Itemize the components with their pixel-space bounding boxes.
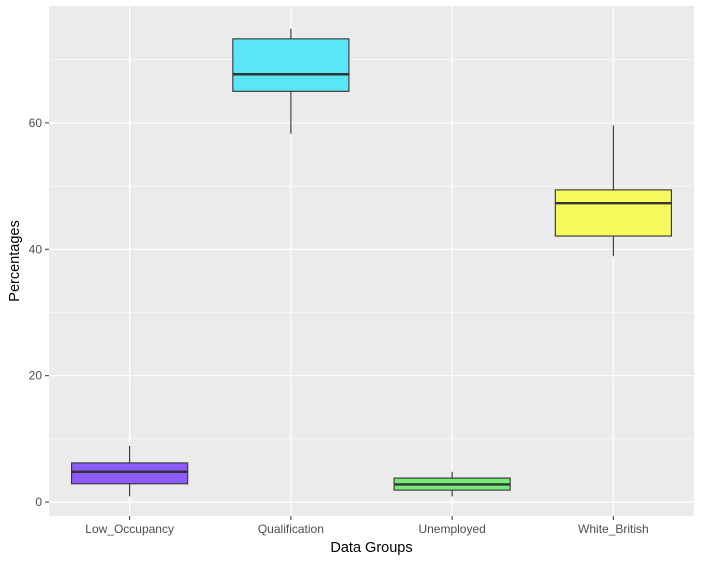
x-tick-label: White_British: [578, 522, 649, 536]
y-axis-title: Percentages: [7, 220, 23, 301]
x-tick-label: Low_Occupancy: [85, 522, 174, 536]
x-tick-label: Qualification: [258, 522, 324, 536]
y-tick-label: 60: [29, 116, 43, 130]
interquartile-box: [71, 462, 189, 485]
x-tick-label: Unemployed: [418, 522, 485, 536]
box-low-occupancy: [71, 445, 189, 497]
boxes: [71, 28, 672, 497]
box-white-british: [554, 125, 672, 257]
y-tick-label: 0: [35, 495, 42, 509]
interquartile-box: [232, 38, 350, 92]
box-qualification: [232, 28, 350, 134]
y-tick-label: 40: [29, 242, 43, 256]
interquartile-box: [554, 189, 672, 237]
x-axis-title: Data Groups: [330, 540, 412, 556]
box-unemployed: [393, 471, 511, 497]
x-axis-ticks: Low_Occupancy Qualification Unemployed Whit…: [85, 516, 649, 536]
grid-lines: [49, 6, 694, 516]
y-tick-label: 20: [29, 369, 43, 383]
y-axis-ticks: 0 20 40 60: [29, 116, 49, 509]
panel-background: [49, 6, 694, 516]
